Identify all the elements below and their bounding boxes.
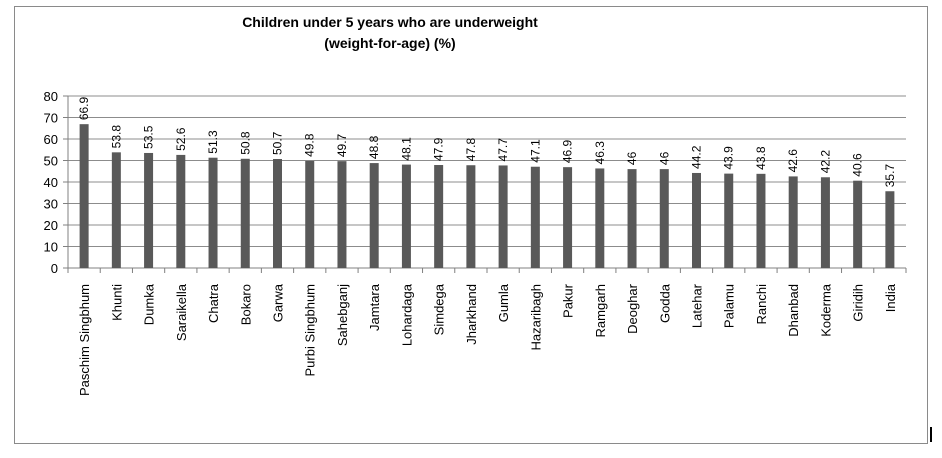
value-label-4: 51.3 [206,130,220,154]
value-label-9: 48.8 [367,135,381,159]
y-tick-label: 70 [44,111,58,126]
category-label-4: Chatra [206,283,221,323]
value-label-18: 46 [657,151,671,165]
category-label-21: Ranchi [754,284,769,325]
category-label-2: Dumka [142,283,157,325]
gridlines [68,95,906,247]
value-label-15: 46.9 [561,139,575,163]
value-label-7: 49.8 [303,133,317,157]
category-label-7: Purbi Singbhum [303,284,318,377]
category-label-11: Simdega [432,283,447,335]
category-label-9: Jamtara [367,283,382,331]
bar-1 [111,152,121,268]
chart-title-line-2: (weight-for-age) (%) [324,35,456,51]
value-label-3: 52.6 [174,127,188,151]
bar-2 [144,152,154,268]
value-label-16: 46.3 [593,141,607,165]
category-label-1: Khunti [109,284,124,321]
bar-3 [176,154,186,268]
bar-18 [659,169,669,268]
y-tick-label: 60 [44,132,58,147]
category-label-22: Dhanbad [786,284,801,337]
bar-19 [692,172,701,268]
value-label-1: 53.8 [109,125,123,149]
category-label-0: Paschim Singbhum [77,284,92,396]
value-label-20: 43.9 [722,146,736,170]
bar-4 [208,157,218,268]
bar-16 [595,168,605,268]
chart-title-line-1: Children under 5 years who are underweig… [242,14,538,30]
bar-22 [788,176,798,268]
category-label-10: Lohardaga [399,283,414,346]
edge-mark [930,427,932,442]
y-tick-label: 50 [44,154,58,169]
y-tick-label: 10 [44,240,58,255]
bar-23 [820,177,830,268]
chart-title: Children under 5 years who are underweig… [170,12,610,54]
category-label-25: India [883,283,898,312]
bar-14 [530,166,540,268]
category-label-3: Saraikella [174,283,189,341]
value-label-19: 44.2 [690,145,704,169]
bar-24 [853,180,863,268]
value-label-2: 53.5 [142,125,156,149]
value-label-14: 47.1 [528,139,542,163]
bar-13 [498,165,508,268]
category-label-24: Giridih [851,284,866,322]
value-label-8: 49.7 [335,133,349,157]
bar-21 [756,173,766,268]
category-label-19: Latehar [690,283,705,328]
category-label-8: Sahebganj [335,284,350,346]
y-tick-label: 80 [44,89,58,104]
value-labels: 66.9 53.8 53.5 52.6 51.3 50.8 50.7 49.8 49.7 48.8… [77,96,897,187]
value-label-5: 50.8 [238,131,252,155]
value-label-24: 40.6 [851,153,865,177]
value-label-13: 47.7 [496,138,510,162]
value-label-12: 47.8 [464,138,478,162]
value-label-0: 66.9 [77,96,91,120]
y-tick-label: 40 [44,175,58,190]
category-labels: Paschim Singbhum Khunti Dumka Saraikella Cha… [77,283,898,396]
y-tick-label: 30 [44,197,58,212]
bar-5 [240,158,250,268]
bar-8 [337,161,347,268]
category-label-23: Koderma [818,283,833,337]
category-label-13: Gumla [496,283,511,322]
category-label-14: Hazaribagh [528,284,543,351]
axes: 0 10 20 30 40 50 60 70 80 [44,89,907,276]
bars [79,124,895,268]
bar-10 [401,164,411,268]
value-label-23: 42.2 [818,150,832,174]
bar-11 [434,165,444,268]
value-label-21: 43.8 [754,146,768,170]
category-label-20: Palamu [722,284,737,328]
category-label-18: Godda [657,283,672,323]
category-label-16: Ramgarh [593,284,608,337]
value-label-25: 35.7 [883,164,897,188]
bar-6 [273,158,282,268]
category-label-12: Jharkhand [464,284,479,345]
category-label-5: Bokaro [238,284,253,325]
value-label-11: 47.9 [432,137,446,161]
bar-25 [885,191,895,268]
value-label-17: 46 [625,151,639,165]
y-tick-label: 20 [44,218,58,233]
category-label-15: Pakur [561,283,576,318]
category-label-6: Garwa [271,283,286,322]
category-label-17: Deoghar [625,283,640,334]
bar-0 [79,124,89,268]
y-tick-label: 0 [51,261,58,276]
bar-7 [305,160,315,268]
bar-12 [466,165,476,268]
value-label-10: 48.1 [399,137,413,161]
bar-15 [563,167,573,268]
value-label-22: 42.6 [786,149,800,173]
bar-20 [724,173,734,268]
bar-9 [369,163,379,268]
value-label-6: 50.7 [271,131,285,155]
bar-17 [627,169,637,268]
